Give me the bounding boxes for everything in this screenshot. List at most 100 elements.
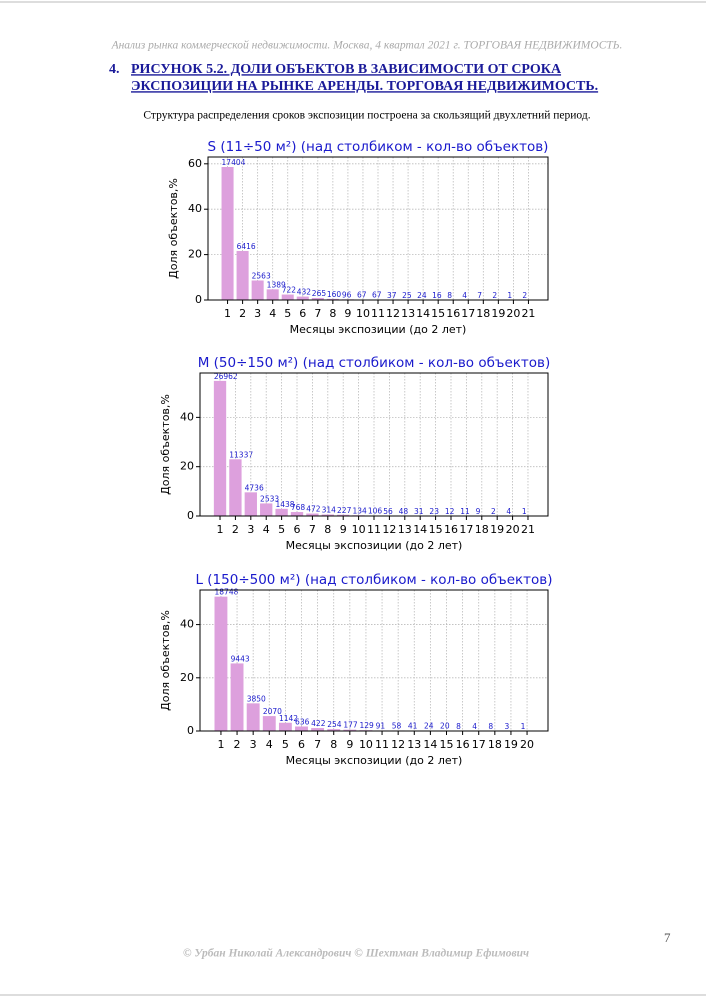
y-tick-label: 20 (180, 671, 194, 684)
bar-count: 722 (282, 286, 297, 295)
x-tick-label: 7 (314, 307, 321, 320)
x-tick-label: 15 (431, 307, 445, 320)
bar (236, 250, 249, 300)
bar (343, 729, 357, 731)
y-tick-label: 0 (195, 293, 202, 306)
x-tick-label: 20 (520, 738, 534, 751)
bar-count: 26962 (214, 372, 238, 381)
bar-count: 106 (368, 507, 383, 516)
plot-frame (199, 589, 549, 732)
x-tick-label: 9 (346, 738, 353, 751)
plot-frame (207, 156, 549, 301)
bar (337, 514, 350, 516)
x-tick-label: 13 (398, 523, 412, 536)
x-tick-label: 16 (446, 307, 460, 320)
bar (327, 729, 341, 731)
x-tick-label: 3 (250, 738, 257, 751)
x-tick-label: 18 (476, 307, 490, 320)
x-tick-label: 10 (352, 523, 366, 536)
x-tick-label: 18 (475, 523, 489, 536)
bar (221, 166, 234, 300)
x-tick-label: 3 (254, 307, 261, 320)
bar (262, 716, 276, 731)
footer: © Урбан Николай Александрович © Шехтман … (183, 947, 529, 960)
bar (214, 596, 228, 731)
x-axis-label: Месяцы экспозиции (до 2 лет) (286, 754, 463, 767)
bar-count: 56 (383, 507, 393, 516)
bar-count: 25 (402, 291, 412, 300)
bar-count: 472 (306, 505, 321, 514)
x-tick-label: 19 (491, 307, 505, 320)
bar-count: 2 (492, 291, 497, 300)
bar-count: 1 (522, 507, 527, 516)
paragraph: Структура распределения сроков экспозици… (143, 110, 590, 122)
bar-count: 768 (291, 503, 306, 512)
bar-count: 3850 (247, 694, 266, 703)
x-tick-label: 17 (461, 307, 475, 320)
x-tick-label: 21 (521, 523, 535, 536)
x-tick-label: 19 (504, 738, 518, 751)
x-tick-label: 14 (413, 523, 427, 536)
x-tick-label: 6 (294, 523, 301, 536)
bar-count: 96 (342, 290, 352, 299)
chart-title: M (50÷150 м²) (над столбиком - кол-во об… (198, 355, 551, 371)
bar-count: 254 (327, 720, 342, 729)
bar-count: 48 (399, 507, 409, 516)
x-tick-label: 20 (506, 307, 520, 320)
x-tick-label: 11 (375, 738, 389, 751)
x-axis-label: Месяцы экспозиции (до 2 лет) (290, 323, 467, 336)
bar (244, 492, 257, 516)
heading-line: РИСУНОК 5.2. ДОЛИ ОБЪЕКТОВ В ЗАВИСИМОСТИ… (131, 62, 562, 77)
x-tick-label: 17 (459, 523, 473, 536)
bar-count: 1389 (267, 280, 286, 289)
bar-count: 177 (343, 721, 358, 730)
bar-count: 12 (445, 507, 455, 516)
bar-count: 24 (417, 291, 427, 300)
x-tick-label: 2 (239, 307, 246, 320)
y-tick-label: 0 (187, 724, 194, 737)
bar-count: 2563 (252, 271, 271, 280)
bar (311, 297, 324, 300)
x-tick-label: 13 (407, 738, 421, 751)
x-tick-label: 17 (472, 738, 486, 751)
bar-count: 67 (357, 291, 367, 300)
bar (321, 514, 334, 516)
bar-count: 24 (424, 722, 434, 731)
bar-count: 134 (352, 506, 367, 515)
chart-title: L (150÷500 м²) (над столбиком - кол-во о… (195, 572, 552, 588)
x-tick-label: 15 (429, 523, 443, 536)
bar (290, 512, 304, 516)
y-tick-label: 40 (188, 202, 202, 215)
bar-count: 17404 (222, 158, 246, 167)
x-tick-label: 11 (367, 523, 381, 536)
bar (306, 513, 319, 516)
bar-count: 9443 (231, 654, 250, 663)
x-tick-label: 3 (247, 523, 254, 536)
x-tick-label: 5 (282, 738, 289, 751)
x-tick-label: 2 (234, 738, 241, 751)
x-tick-label: 5 (284, 307, 291, 320)
x-tick-label: 14 (423, 738, 437, 751)
bar-count: 2 (522, 291, 527, 300)
x-tick-label: 5 (278, 523, 285, 536)
bar-count: 129 (360, 721, 375, 730)
page-number: 7 (664, 930, 671, 945)
x-tick-label: 6 (298, 738, 305, 751)
y-tick-label: 0 (187, 509, 194, 522)
bar-count: 37 (387, 291, 397, 300)
y-tick-label: 20 (180, 460, 194, 473)
x-tick-label: 2 (232, 523, 239, 536)
x-tick-label: 14 (416, 307, 430, 320)
bar (296, 296, 309, 300)
x-tick-label: 1 (217, 523, 224, 536)
heading-number: 4. (109, 62, 120, 77)
bar-count: 2533 (260, 494, 279, 503)
y-tick-label: 60 (188, 157, 202, 170)
bar-count: 4 (462, 291, 467, 300)
bar-count: 432 (297, 288, 312, 297)
bar (311, 728, 325, 731)
x-tick-label: 4 (263, 523, 270, 536)
x-tick-label: 1 (224, 307, 231, 320)
x-tick-label: 16 (444, 523, 458, 536)
